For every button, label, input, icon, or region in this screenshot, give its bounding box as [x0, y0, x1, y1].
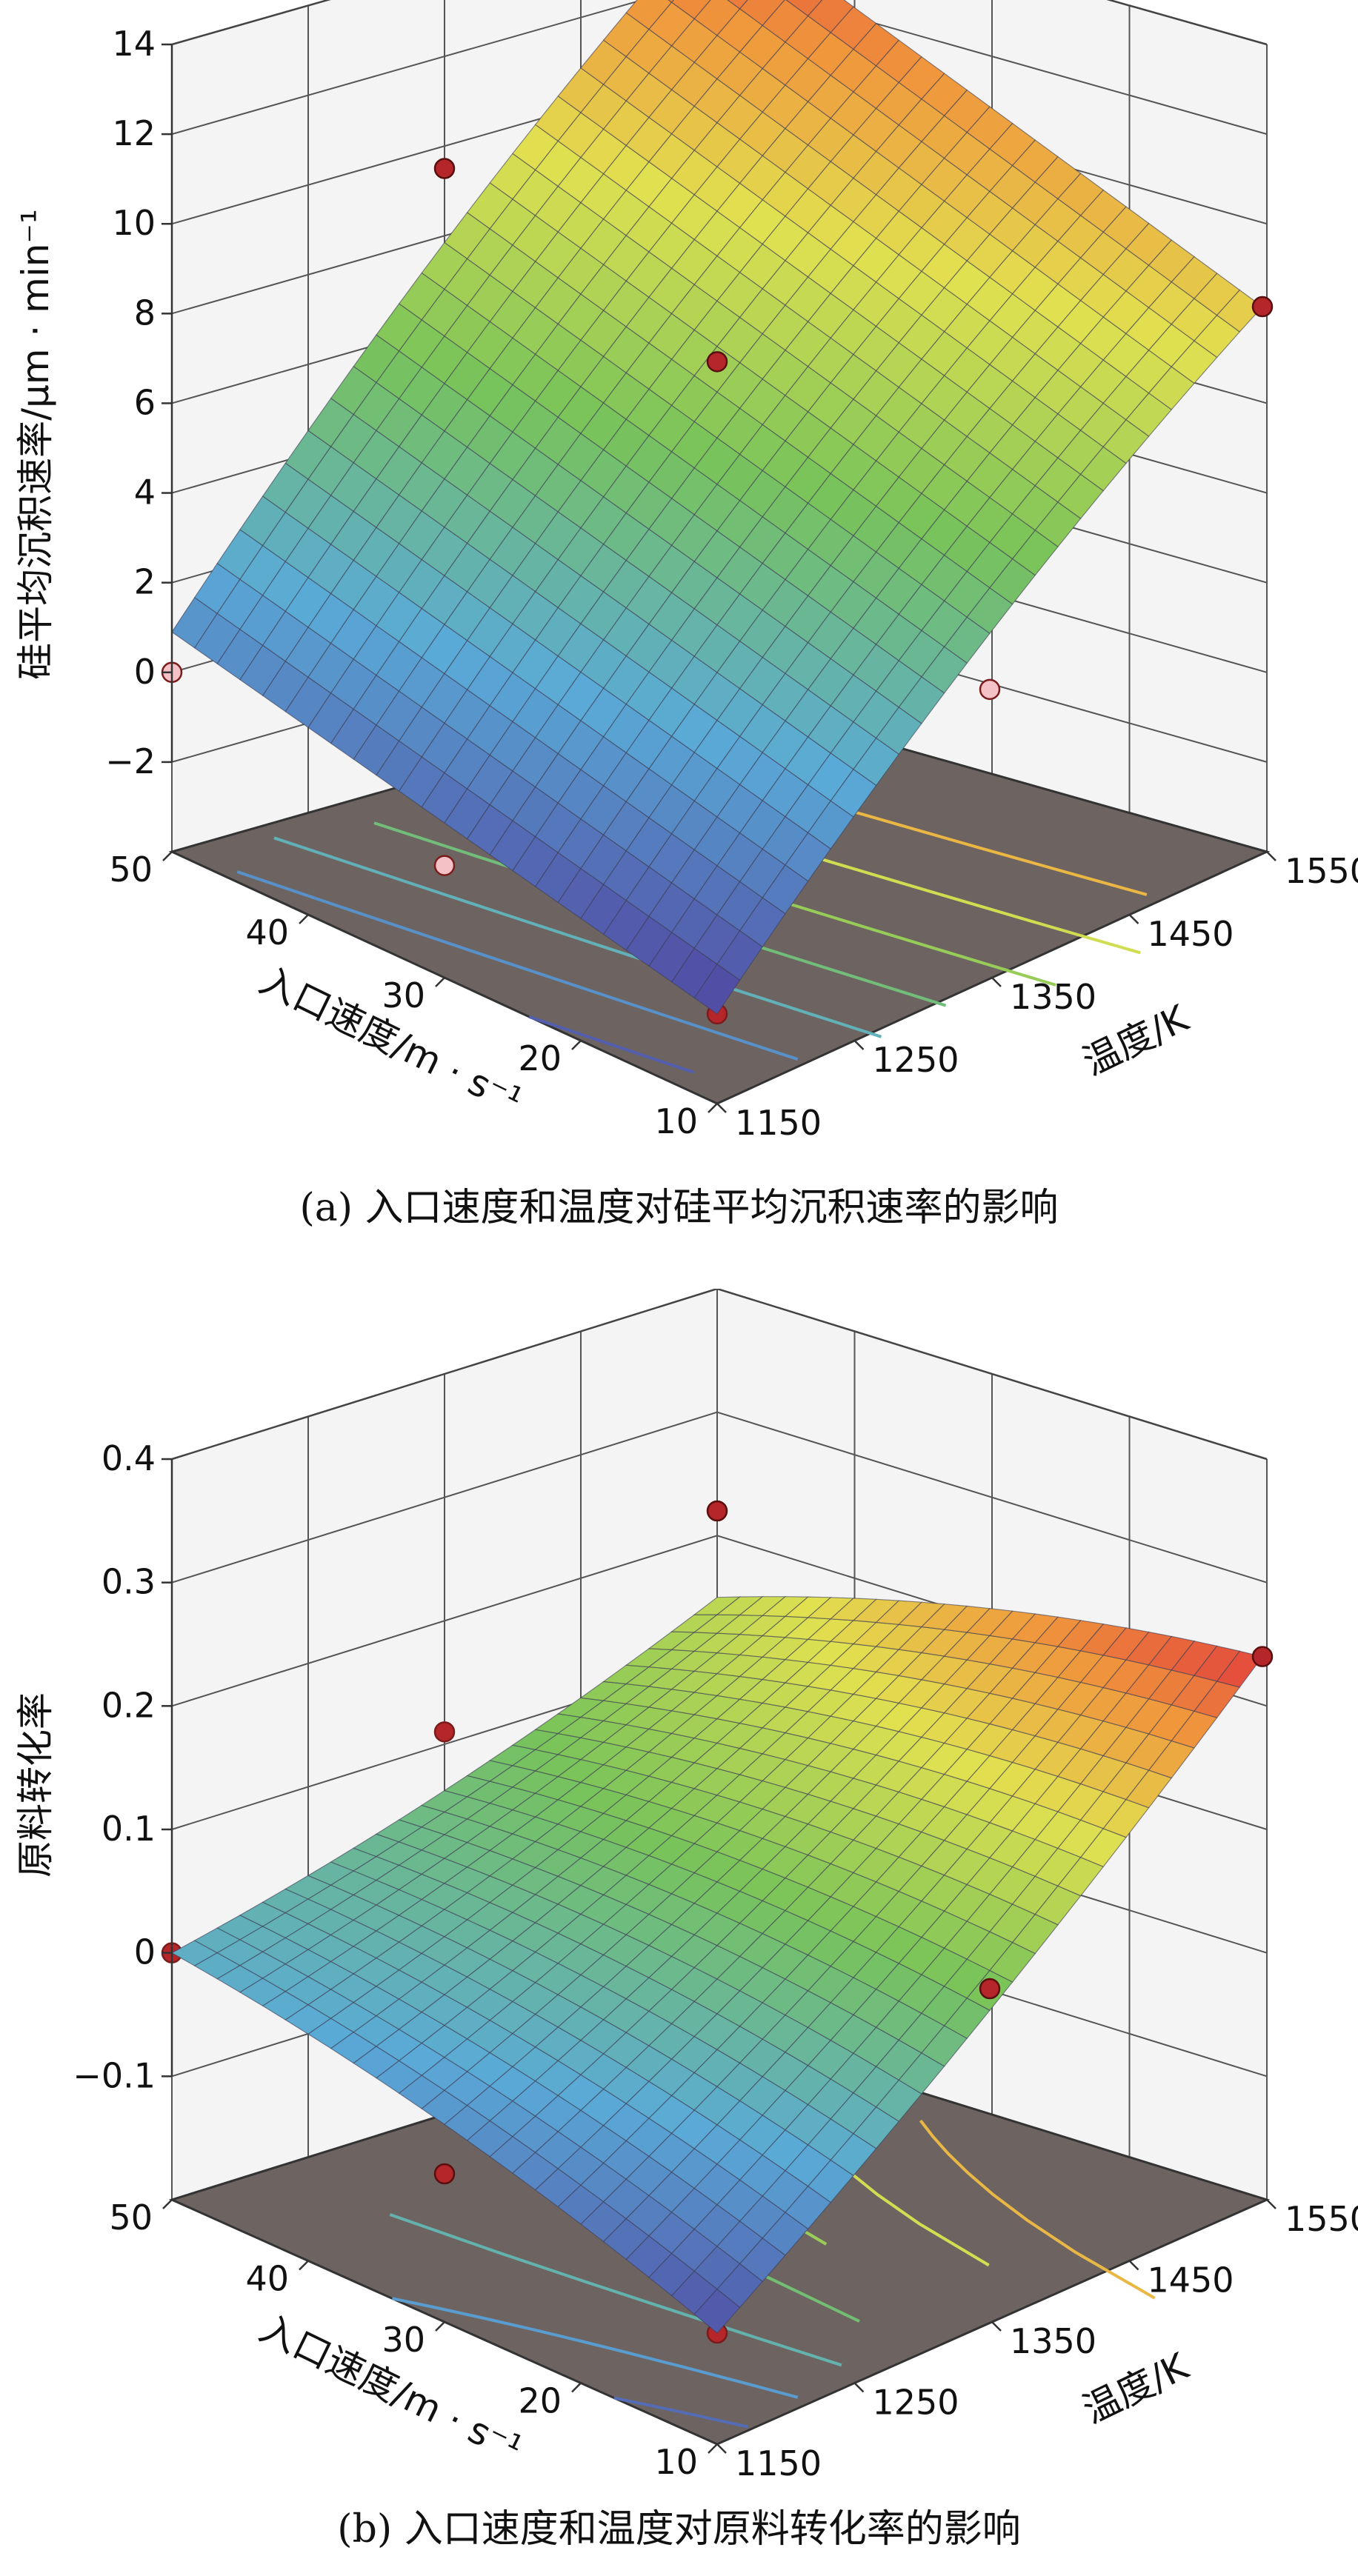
chart-panel-b: 0.4 0.3 0.2 0.1 0 −0.1 原料转化率 50 40 30 20 10 1150 1250… — [0, 1289, 1358, 2576]
z-tick-label: 4 — [134, 473, 156, 513]
y-tick-label: 1350 — [1010, 2321, 1096, 2361]
z-tick-label: 0 — [134, 652, 156, 692]
design-point — [1251, 1646, 1274, 1667]
y-tick-label: 1250 — [873, 1040, 959, 1080]
y-tick-label: 1550 — [1285, 851, 1358, 891]
contour-line — [613, 2396, 749, 2429]
y-tick-label: 1450 — [1148, 2260, 1234, 2300]
x-tick-mark — [571, 2382, 582, 2393]
x-tick-mark — [162, 851, 173, 861]
contour-line — [528, 1015, 695, 1074]
caption-b: (b) 入口速度和温度对原料转化率的影响 — [337, 2507, 1021, 2552]
z-axis-label: 硅平均沉积速率/μm · min⁻¹ — [14, 209, 57, 680]
wall-top-edge — [171, 1289, 1268, 1461]
surface-chart-b: 0.4 0.3 0.2 0.1 0 −0.1 原料转化率 50 40 30 20 10 1150 1250… — [14, 1289, 1358, 2483]
x-tick-label: 30 — [382, 2320, 425, 2360]
y-tick-mark — [716, 1103, 727, 1113]
design-point — [433, 158, 456, 179]
x-tick-label: 20 — [518, 2381, 562, 2421]
design-point — [433, 1721, 456, 1743]
y-tick-mark — [991, 2321, 1002, 2332]
y-tick-mark — [853, 1040, 865, 1050]
design-point — [433, 2163, 456, 2185]
z-tick-label: 12 — [112, 113, 156, 153]
x-tick-mark — [162, 2199, 173, 2209]
z-tick-label: 0 — [134, 1932, 156, 1972]
y-tick-mark — [1128, 2260, 1139, 2271]
design-point — [433, 855, 456, 876]
contour-line — [236, 870, 799, 1061]
gridline-z — [171, 0, 1268, 136]
x-tick-mark — [435, 2321, 445, 2332]
z-tick-label: 0.4 — [101, 1438, 156, 1478]
contour-line — [273, 836, 882, 1038]
z-tick-label: 0.1 — [101, 1809, 156, 1849]
z-axis-label: 原料转化率 — [14, 1692, 57, 1878]
y-tick-label: 1150 — [735, 2443, 822, 2483]
x-tick-mark — [299, 914, 309, 924]
x-tick-mark — [435, 977, 445, 987]
contour-line — [919, 2119, 1156, 2300]
z-tick-label: −0.1 — [73, 2055, 156, 2095]
x-tick-label: 50 — [109, 850, 153, 890]
y-tick-label: 1150 — [735, 1103, 822, 1143]
y-tick-mark — [991, 977, 1002, 987]
contour-line — [391, 2297, 799, 2399]
chart-panel-a: 14 12 10 8 6 4 2 0 −2 硅平均沉积速率/μm · min⁻¹ 50 40 30 20 1… — [14, 0, 1358, 1230]
design-point — [1251, 296, 1274, 318]
y-tick-mark — [853, 2382, 865, 2393]
z-tick-label: 10 — [112, 203, 156, 243]
y-tick-label: 1550 — [1285, 2199, 1358, 2239]
z-tick-label: 8 — [134, 293, 156, 333]
z-tick-label: 14 — [112, 24, 156, 64]
y-tick-mark — [1128, 914, 1139, 924]
z-tick-label: 0.3 — [101, 1562, 156, 1602]
x-tick-mark — [299, 2260, 309, 2271]
z-tick-label: −2 — [105, 741, 156, 781]
x-tick-label: 20 — [518, 1038, 562, 1078]
x-tick-label: 50 — [109, 2198, 153, 2238]
caption-a: (a) 入口速度和温度对硅平均沉积速率的影响 — [299, 1186, 1059, 1230]
x-tick-label: 10 — [654, 1101, 698, 1141]
y-tick-label: 1350 — [1010, 977, 1096, 1017]
design-point — [706, 1500, 728, 1522]
x-tick-label: 40 — [245, 2259, 289, 2299]
x-tick-mark — [571, 1040, 582, 1050]
design-point — [706, 351, 728, 373]
design-point — [979, 678, 1001, 701]
design-point — [979, 1978, 1001, 2000]
x-tick-mark — [708, 2443, 718, 2454]
z-tick-label: 0.2 — [101, 1685, 156, 1725]
x-tick-label: 30 — [382, 975, 425, 1015]
z-tick-label: 2 — [134, 562, 156, 602]
contour-line — [389, 2213, 842, 2367]
x-tick-label: 10 — [654, 2442, 698, 2482]
x-tick-label: 40 — [245, 912, 289, 952]
z-tick-label: 6 — [134, 382, 156, 422]
y-tick-label: 1250 — [873, 2383, 959, 2423]
y-tick-label: 1450 — [1148, 914, 1234, 954]
x-tick-mark — [708, 1103, 718, 1113]
y-tick-mark — [1266, 851, 1277, 861]
y-tick-mark — [716, 2443, 727, 2454]
y-tick-mark — [1266, 2199, 1277, 2209]
